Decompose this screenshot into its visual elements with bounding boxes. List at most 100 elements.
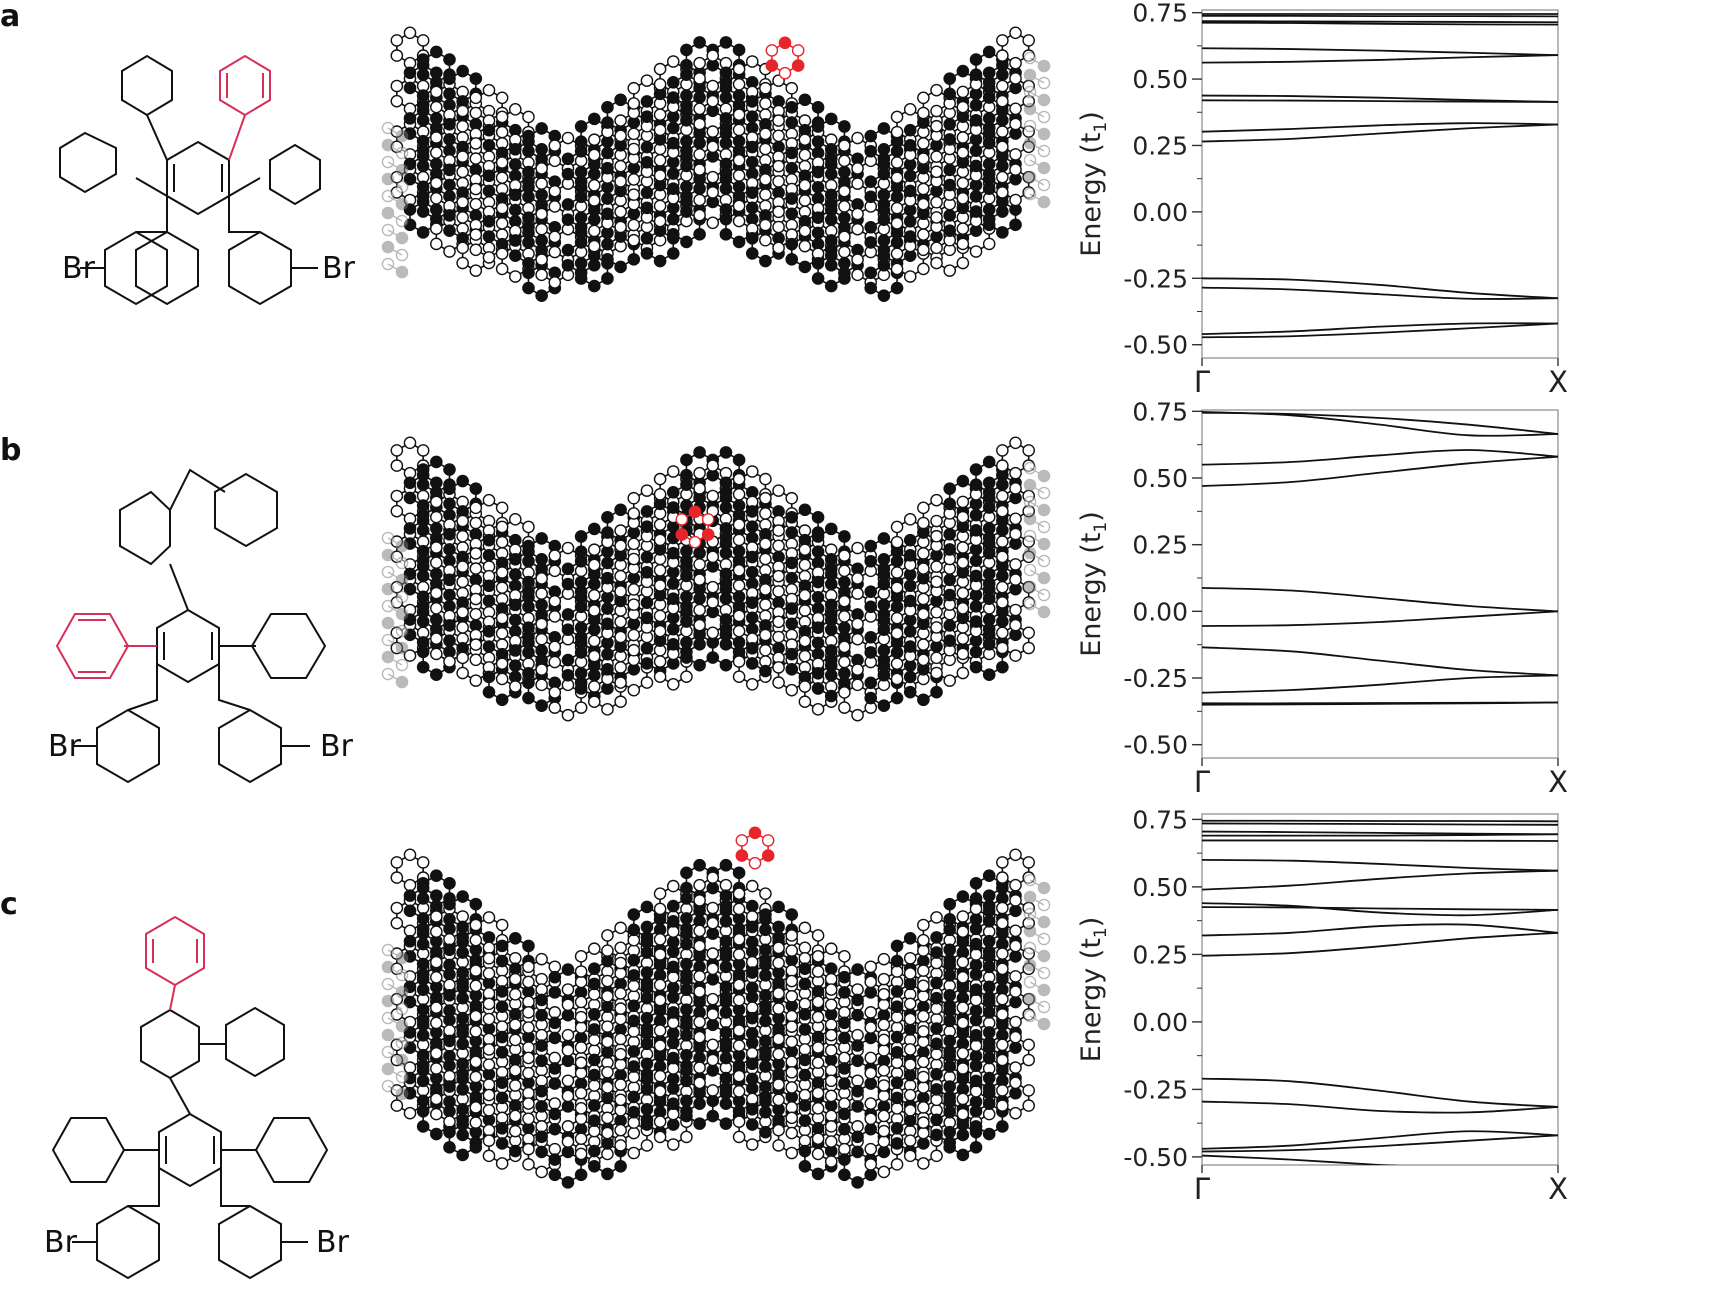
lattice-site [495, 501, 509, 515]
lattice-site [745, 55, 759, 68]
lattice-site [482, 123, 496, 137]
lattice-site [469, 592, 483, 606]
lattice-site [1009, 102, 1022, 116]
lattice-site [482, 215, 496, 228]
lattice-site [930, 83, 943, 97]
lattice-site [772, 114, 785, 127]
lattice-site [956, 647, 970, 661]
lattice-site [416, 98, 430, 112]
lattice-site [614, 585, 627, 598]
lattice-site [443, 53, 456, 66]
lattice-site [732, 235, 746, 249]
molecule-a-br-left: Br [62, 251, 96, 286]
lattice-site [772, 615, 785, 629]
lattice-site [640, 484, 654, 497]
lattice-site [851, 268, 864, 282]
lattice-site [666, 638, 680, 651]
lattice-site [403, 66, 417, 80]
lattice-site [495, 171, 509, 185]
lattice-site [930, 529, 943, 543]
lattice-site [416, 114, 430, 127]
lattice-site [443, 573, 456, 587]
lattice-site [903, 139, 917, 152]
highlight-site [675, 513, 689, 526]
lattice-site [587, 604, 601, 617]
lattice-site [430, 586, 443, 600]
lattice-site [469, 547, 483, 560]
lattice-site [745, 657, 759, 670]
lattice-site [851, 617, 864, 631]
lattice-site [693, 482, 706, 495]
lattice-site [890, 125, 904, 139]
lattice-site [798, 558, 812, 572]
lattice-site [614, 93, 627, 107]
lattice-site [785, 253, 799, 266]
lattice-site [706, 125, 720, 138]
lattice-site [772, 220, 785, 234]
lattice-site [548, 640, 562, 654]
lattice-site [403, 26, 417, 40]
lattice-site [706, 580, 720, 594]
lattice-site [982, 237, 996, 251]
lattice-site [785, 81, 799, 95]
lattice-site [903, 103, 917, 116]
lattice-site [785, 192, 799, 205]
lattice-site [719, 121, 733, 135]
lattice-site [930, 666, 943, 680]
lattice-site [732, 533, 746, 547]
lattice-site [430, 601, 443, 615]
lattice-site [416, 53, 430, 66]
lattice-site [416, 463, 430, 476]
lattice-site [469, 106, 483, 120]
lattice-site [824, 653, 838, 667]
lattice-site [996, 580, 1009, 594]
lattice-site [548, 230, 562, 244]
lattice-site [495, 581, 509, 595]
lattice-site [851, 541, 864, 555]
lattice-site [1009, 56, 1022, 70]
lattice-site [653, 670, 667, 683]
lattice-site [706, 596, 720, 609]
lattice-site [614, 220, 627, 234]
lattice-site [732, 518, 746, 531]
lattice-site [864, 129, 878, 143]
lattice-site [943, 619, 957, 632]
lattice-site [653, 624, 667, 638]
lattice-site [469, 228, 483, 241]
lattice-site [469, 152, 483, 165]
lattice-site [759, 173, 772, 186]
lattice-site [851, 587, 864, 600]
lattice-site [838, 564, 851, 578]
lattice-site [535, 222, 548, 236]
lattice-site [969, 615, 983, 628]
lattice-site [693, 102, 706, 116]
lattice-site [982, 491, 996, 505]
lattice-site [732, 123, 746, 137]
lattice-site [745, 520, 759, 533]
lattice-site [877, 234, 891, 247]
lattice-site [759, 537, 772, 551]
lattice-site [969, 190, 983, 203]
lattice-site [416, 190, 430, 203]
lattice-site [1009, 193, 1022, 207]
lattice-site [1009, 117, 1022, 131]
lattice-b [381, 436, 1051, 722]
lattice-site [548, 655, 562, 669]
lattice-site [903, 169, 917, 183]
lattice-site [798, 589, 812, 602]
lattice-site [877, 188, 891, 202]
lattice-site [548, 594, 562, 608]
lattice-site [601, 161, 614, 175]
lattice-site [969, 245, 983, 258]
lattice-site [509, 270, 522, 283]
lattice-site [469, 91, 483, 105]
lattice-site [719, 228, 733, 241]
lattice-site [482, 230, 496, 243]
lattice-site [798, 260, 812, 274]
lattice-site [456, 211, 469, 224]
lattice-site [469, 674, 483, 687]
lattice-site [627, 683, 641, 697]
lattice-site [798, 503, 812, 517]
lattice-site [824, 112, 838, 126]
lattice-site [561, 243, 575, 257]
